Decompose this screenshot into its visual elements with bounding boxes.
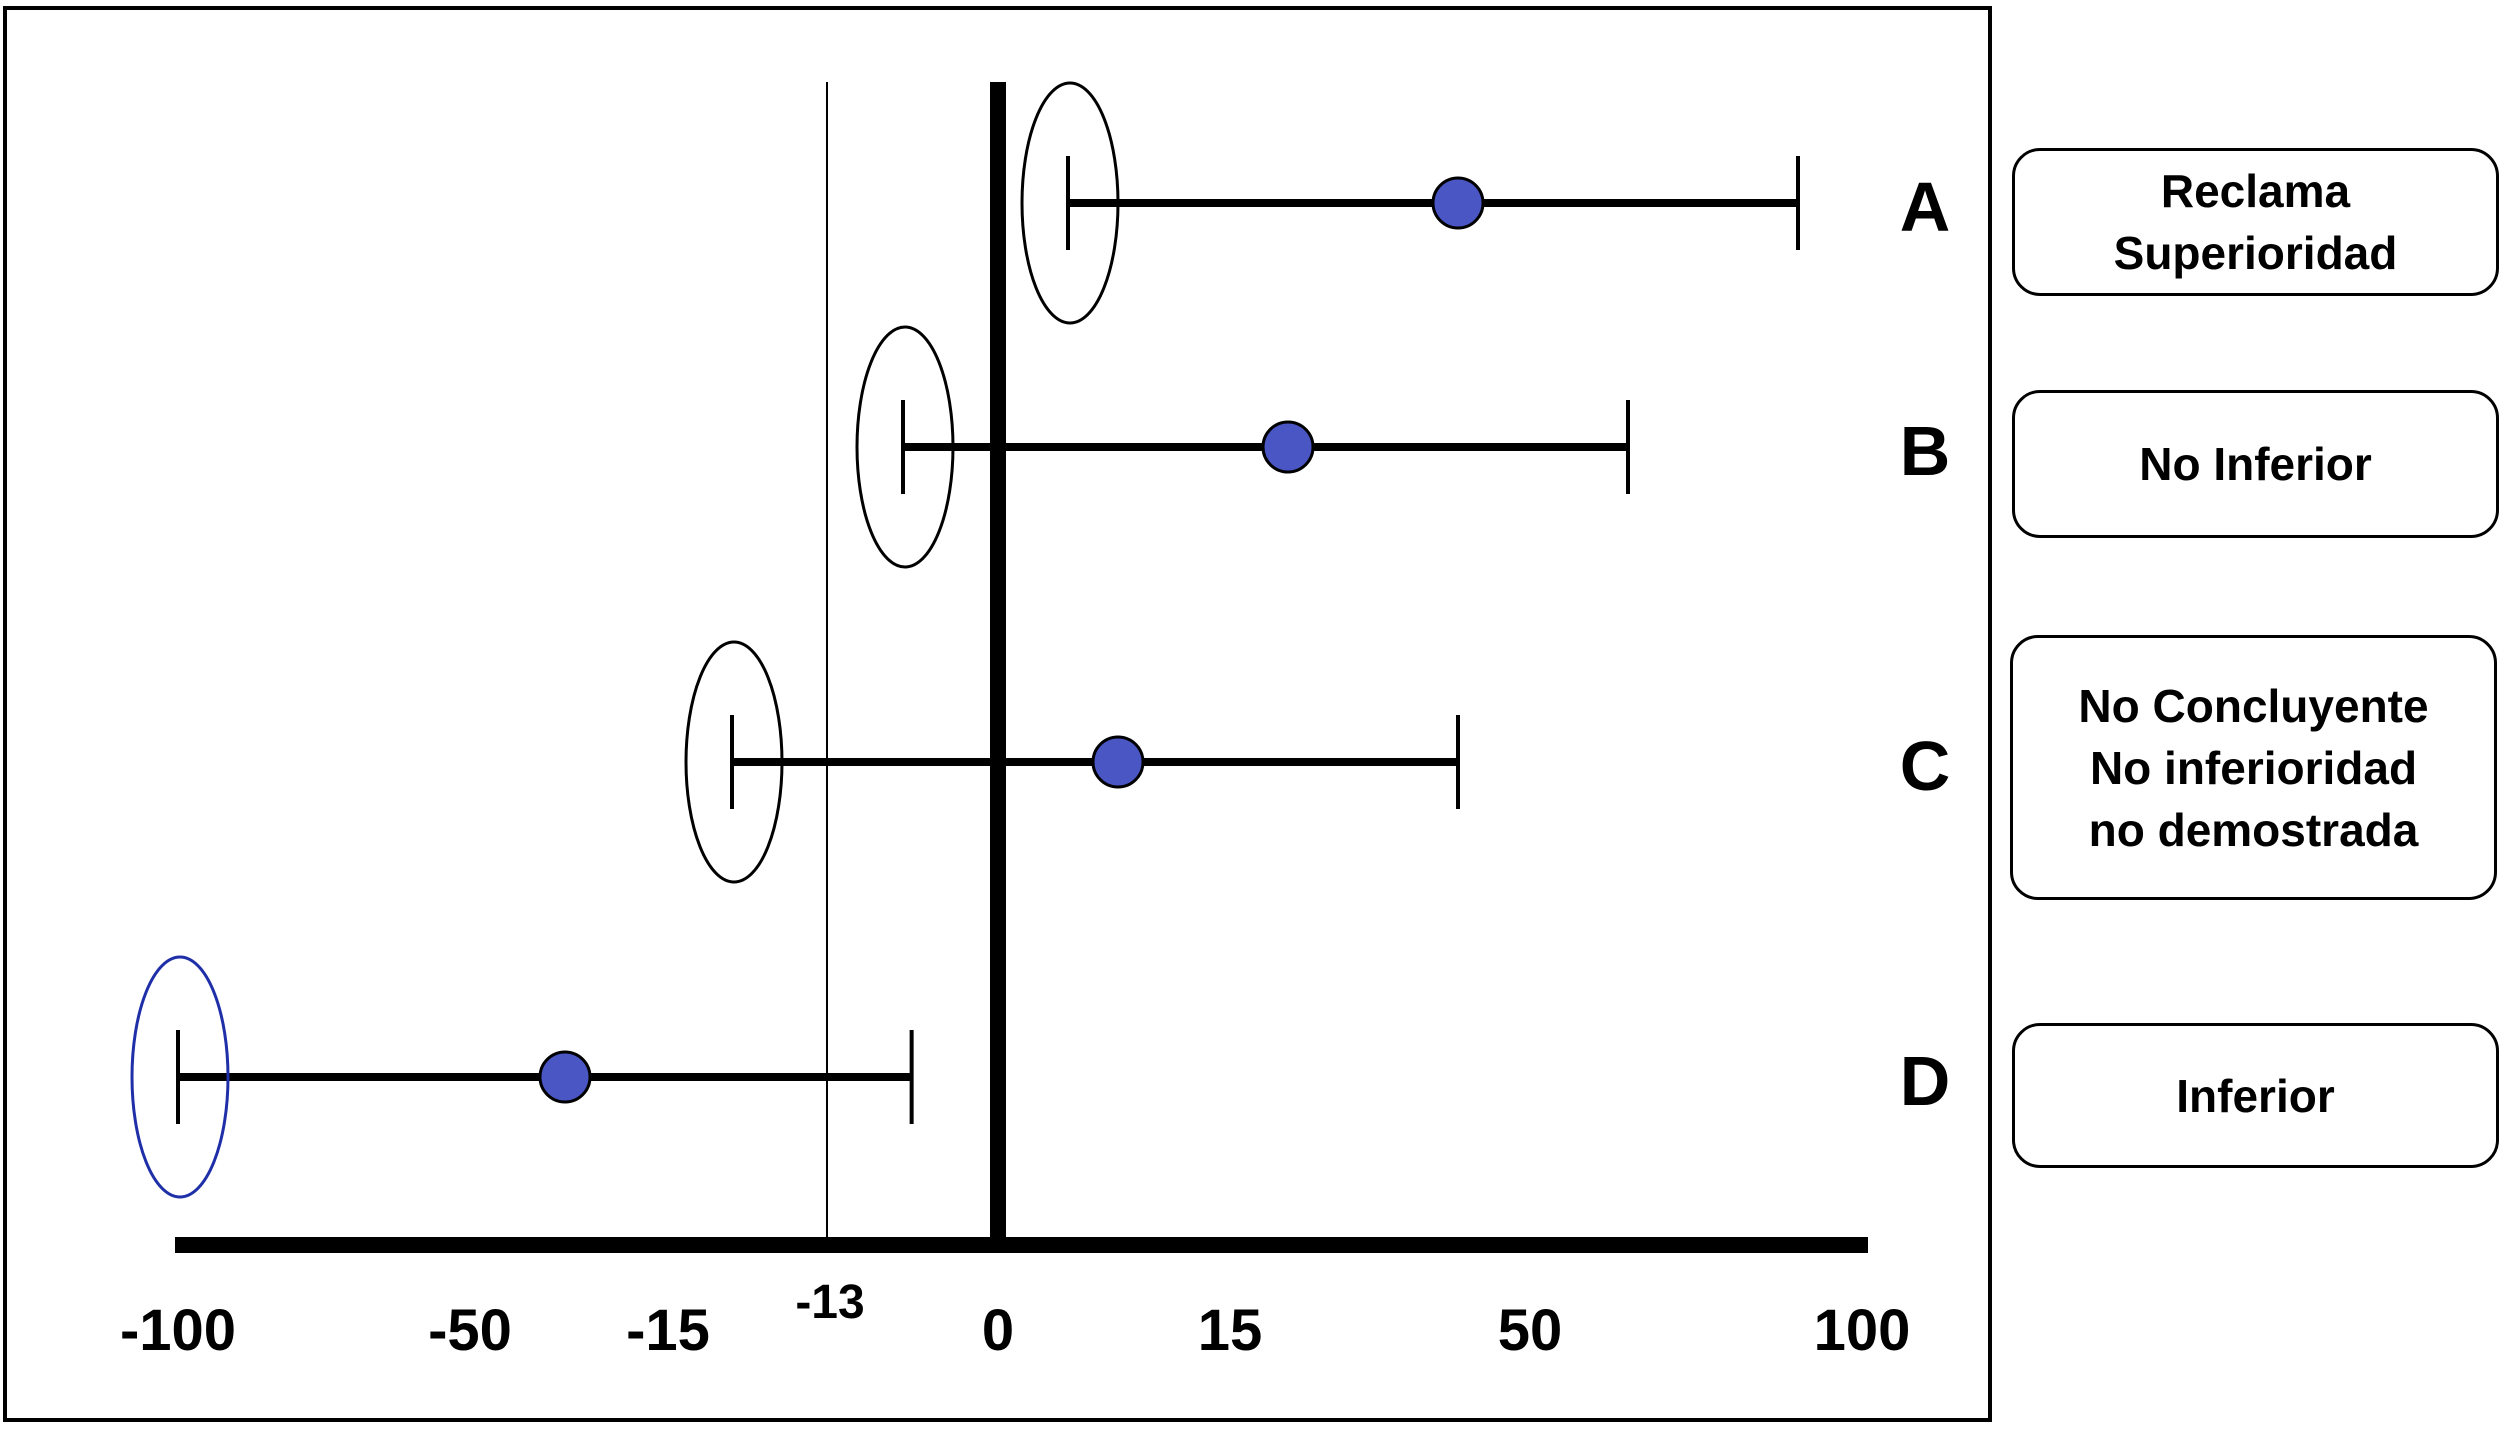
point-estimate: [538, 1050, 592, 1104]
tick-label-4: 0: [982, 1298, 1014, 1363]
verdict-box-a: Reclama Superioridad: [2012, 148, 2499, 296]
verdict-text: Reclama: [2160, 165, 2351, 217]
verdict-box-c: No Concluyente No inferioridad no demostra…: [2010, 635, 2497, 900]
tick-label-0: -100: [120, 1298, 236, 1363]
verdict-text: no demostrada: [2088, 803, 2419, 856]
tick-labels-group: -100 -50 -15 -13 0 15 50 100: [120, 1276, 1910, 1363]
verdict-text: No Inferior: [2139, 438, 2372, 490]
trial-b: B: [855, 325, 1951, 569]
tick-label-5: 15: [1198, 1298, 1263, 1363]
trial-d: D: [130, 955, 1951, 1199]
verdict-text: Superioridad: [2113, 227, 2398, 279]
tick-label-2: -15: [626, 1298, 710, 1363]
tick-label-1: -50: [428, 1298, 512, 1363]
trial-label: A: [1900, 168, 1951, 246]
tick-label-3: -13: [795, 1276, 864, 1329]
trial-a: A: [1020, 81, 1951, 325]
trial-label: C: [1900, 727, 1951, 805]
verdict-text: Inferior: [2176, 1069, 2335, 1122]
lower-bound-ellipse: [130, 955, 230, 1199]
lower-bound-ellipse: [684, 640, 784, 884]
verdict-box-d: Inferior: [2012, 1023, 2499, 1168]
trial-c: C: [684, 640, 1951, 884]
point-estimate: [1091, 735, 1145, 789]
point-estimate: [1261, 420, 1315, 474]
verdict-text: No inferioridad: [2089, 741, 2418, 794]
trial-label: B: [1900, 412, 1951, 490]
trials-group: A B C D: [130, 81, 1951, 1199]
point-estimate: [1431, 176, 1485, 230]
lower-bound-ellipse: [1020, 81, 1120, 325]
axes-group: [175, 82, 1868, 1253]
trial-label: D: [1900, 1042, 1951, 1120]
plot-frame: [3, 6, 1992, 1422]
lower-bound-ellipse: [855, 325, 955, 569]
verdict-box-b: No Inferior: [2012, 390, 2499, 538]
tick-label-7: 100: [1814, 1298, 1911, 1363]
tick-label-6: 50: [1498, 1298, 1563, 1363]
verdict-text: No Concluyente: [2078, 679, 2429, 732]
